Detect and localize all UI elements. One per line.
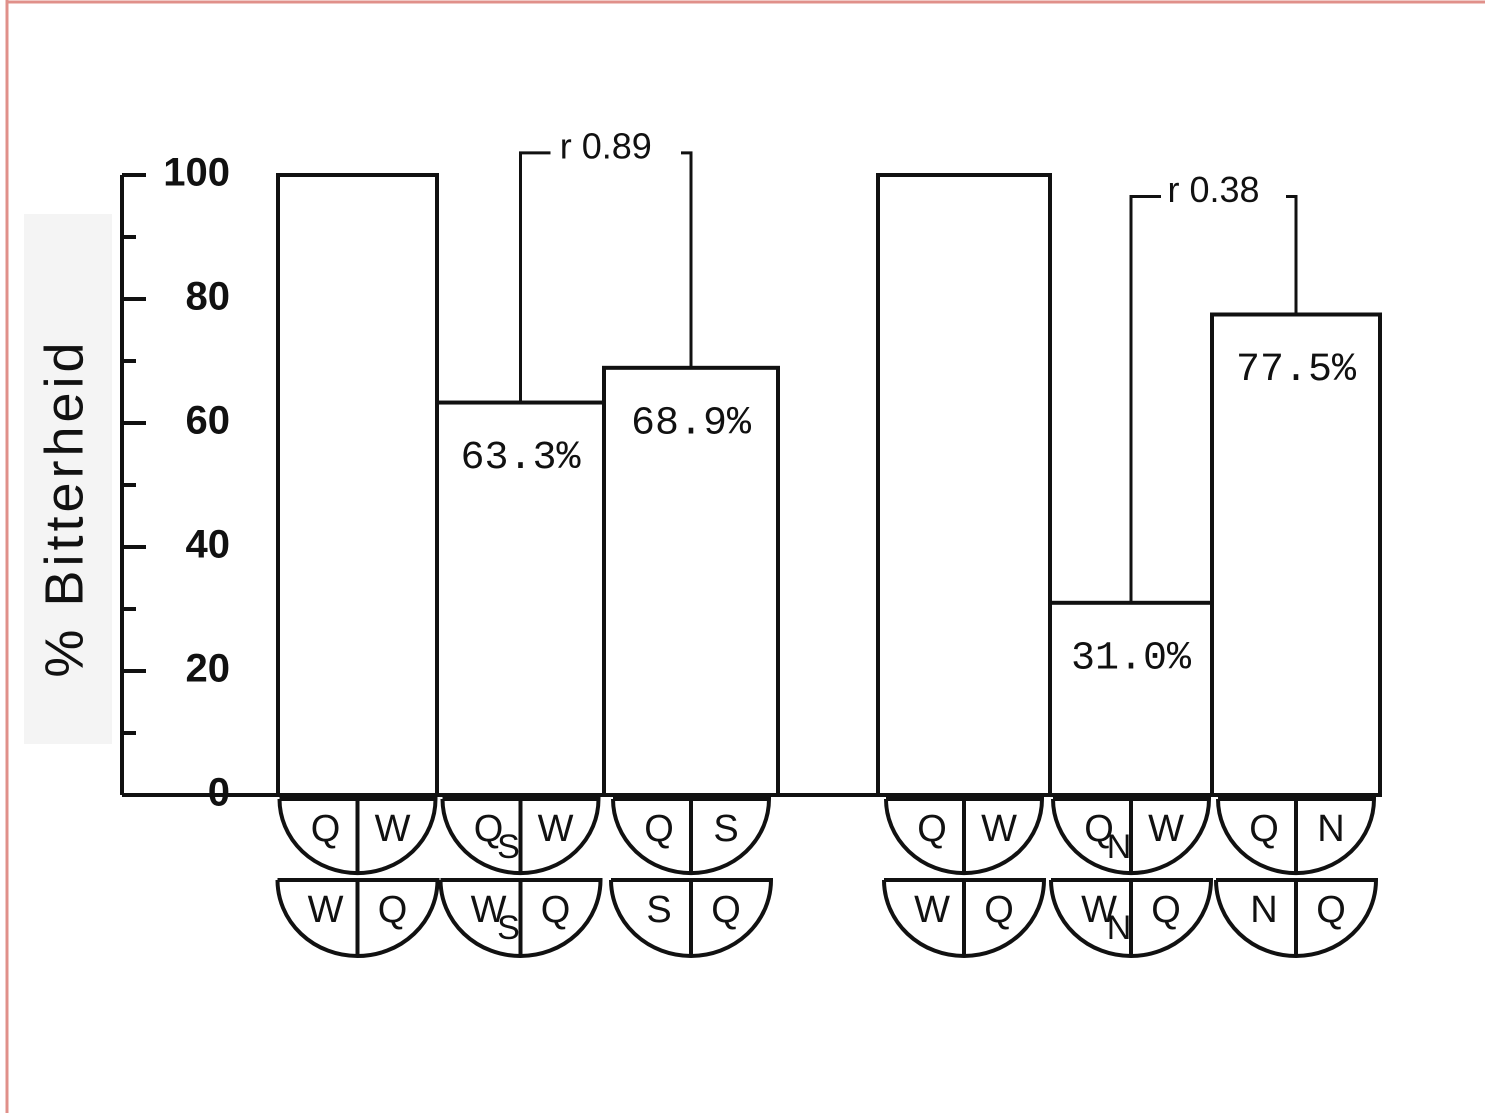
diagram-letter: S (646, 889, 671, 931)
diagram-letter: N (1317, 808, 1344, 850)
diagram-half (611, 797, 772, 876)
annotation: r 0.38 (1167, 169, 1259, 210)
y-tick-label: 80 (186, 275, 231, 319)
diagram-half (882, 878, 1047, 958)
y-tick-label: 20 (186, 647, 231, 691)
diagram-letter: Q (311, 808, 341, 850)
y-label-box (24, 214, 112, 744)
bar (435, 400, 606, 797)
diagram-letter: W (981, 808, 1017, 850)
diagram-letter: Q (1084, 808, 1114, 850)
bar (276, 173, 439, 797)
diagram-half (1051, 797, 1212, 876)
bar (876, 173, 1052, 797)
diagram-letter: Q (644, 808, 674, 850)
diagram-letter: Q (711, 889, 741, 931)
diagram-letter: Q (1151, 889, 1181, 931)
diagram-subscript: N (1107, 828, 1132, 866)
annotation: r 0.89 (560, 125, 652, 166)
y-tick-label: 100 (163, 151, 230, 195)
value-label: 63.3% (460, 436, 581, 481)
annotation-bracket (1129, 195, 1298, 603)
diagram-half (1049, 878, 1214, 958)
diagram-letter: W (1148, 808, 1184, 850)
diagram-half (440, 797, 601, 876)
diagram-half (609, 878, 774, 958)
diagram-letter: W (471, 889, 507, 931)
diagram-half (884, 797, 1045, 876)
bar (1210, 312, 1382, 797)
diagram-letter: Q (1249, 808, 1279, 850)
bar (1048, 600, 1214, 797)
y-axis-label: % Bitterheid (34, 338, 94, 677)
diagram-half (277, 797, 438, 876)
bar (602, 365, 780, 797)
diagram-letter: W (375, 808, 411, 850)
diagram-letter: Q (984, 889, 1014, 931)
diagram-half (275, 878, 440, 958)
diagram-subscript: N (1107, 909, 1132, 947)
value-label: 77.5% (1236, 348, 1357, 393)
diagram-half (1214, 878, 1379, 958)
diagram-letter: Q (378, 889, 408, 931)
diagram-letter: W (914, 889, 950, 931)
diagram-letter: Q (474, 808, 504, 850)
diagram-letter: S (713, 808, 738, 850)
y-tick-label: 60 (186, 399, 231, 443)
y-tick-label: 40 (186, 523, 231, 567)
diagram-half (1216, 797, 1377, 876)
diagram-letter: W (1081, 889, 1117, 931)
diagram-letter: W (308, 889, 344, 931)
diagram-subscript: S (497, 828, 520, 866)
value-label: 31.0% (1071, 636, 1192, 681)
annotation-bracket (519, 151, 693, 403)
diagram-letter: Q (541, 889, 571, 931)
diagram-half (438, 878, 603, 958)
y-tick-label: 0 (208, 771, 230, 815)
diagram-letter: Q (917, 808, 947, 850)
value-label: 68.9% (631, 401, 752, 446)
diagram-subscript: S (497, 909, 520, 947)
diagram-letter: Q (1316, 889, 1346, 931)
diagram-letter: W (538, 808, 574, 850)
diagram-letter: N (1250, 889, 1277, 931)
